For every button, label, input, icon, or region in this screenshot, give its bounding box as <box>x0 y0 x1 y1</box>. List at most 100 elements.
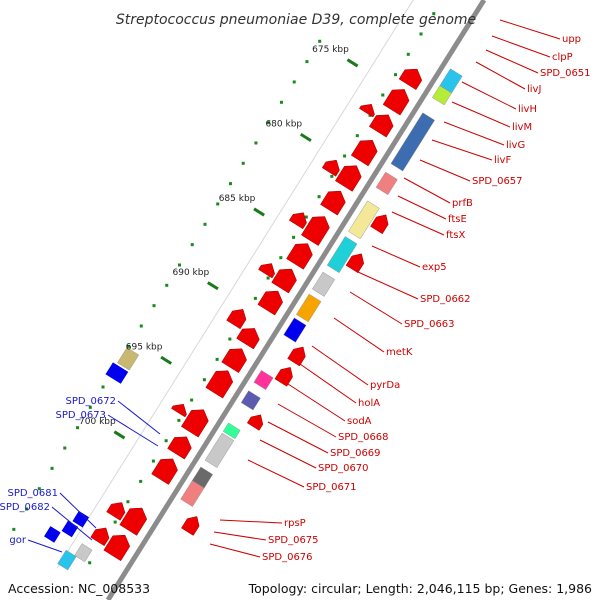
gc-dot <box>318 39 322 43</box>
backbone-line <box>105 0 487 600</box>
label-leader-line <box>117 400 161 435</box>
gene-label: SPD_0672 <box>65 396 116 407</box>
forward-gene-arrow <box>271 268 297 294</box>
label-leader-line <box>107 414 159 447</box>
forward-gene-arrow <box>301 216 330 246</box>
gc-dot <box>12 527 16 531</box>
gc-dot <box>203 222 207 226</box>
label-leader-line <box>59 492 97 529</box>
gene-box-left <box>57 549 77 571</box>
forward-gene-arrow <box>181 516 200 536</box>
gene-label: prfB <box>452 198 473 209</box>
map-title: Streptococcus pneumoniae D39, complete g… <box>116 12 476 28</box>
gene-box-left <box>74 543 93 563</box>
gene-label: SPD_0662 <box>420 294 471 305</box>
forward-gene-arrow <box>321 159 340 177</box>
scale-tick-label: 695 kbp <box>126 342 163 352</box>
scale-tick <box>346 58 359 68</box>
scale-tick-label: 690 kbp <box>173 268 210 278</box>
backbone-track <box>56 0 487 600</box>
gc-dot <box>165 283 169 287</box>
reverse-gene-arrow <box>61 520 79 538</box>
gene-box <box>240 390 261 411</box>
forward-gene-arrow <box>398 68 423 91</box>
label-leader-line <box>491 35 551 58</box>
label-leader-line <box>475 61 526 90</box>
reverse-gene-arrow <box>44 526 61 543</box>
gene-box <box>204 432 235 468</box>
gene-label: SPD_0657 <box>472 176 523 187</box>
forward-gene-arrow <box>287 346 306 367</box>
gc-dot <box>76 426 80 430</box>
scale-tick-label: 680 kbp <box>265 120 302 130</box>
gc-dot <box>139 479 143 483</box>
forward-gene-arrow <box>258 263 275 279</box>
forward-gene-arrow <box>106 502 126 521</box>
label-leader-line <box>397 195 447 220</box>
gene-label: SPD_0675 <box>268 535 319 546</box>
forward-gene-arrow <box>345 253 365 274</box>
label-leader-line <box>443 121 505 146</box>
gene-label: SPD_0673 <box>55 410 106 421</box>
label-leader-line <box>299 363 357 404</box>
gc-dot <box>228 182 232 186</box>
gene-label: sodA <box>347 416 372 427</box>
gene-label: clpP <box>552 52 573 63</box>
gene-label: SPD_0668 <box>338 432 389 443</box>
gene-box <box>283 317 307 343</box>
scale-tick <box>113 430 126 440</box>
gc-dot <box>202 378 206 382</box>
forward-gene-arrow <box>274 367 293 387</box>
gene-label: SPD_0670 <box>318 463 369 474</box>
gc-dot <box>266 276 270 280</box>
scale-tick-label: 700 kbp <box>79 417 116 427</box>
gene-label: rpsP <box>284 518 306 529</box>
gene-label: SPD_0682 <box>0 502 50 513</box>
gc-dot <box>267 121 271 125</box>
gene-label: SPD_0651 <box>540 68 591 79</box>
label-leader-line <box>419 159 471 182</box>
label-leader-line <box>403 177 451 204</box>
scale-tick <box>253 207 265 217</box>
gc-dot <box>190 243 194 247</box>
label-leader-line <box>277 403 337 438</box>
gene-label: SPD_0671 <box>306 482 357 493</box>
forward-gene-arrow <box>334 165 362 192</box>
label-leader-line <box>287 383 346 422</box>
label-leader-line <box>333 317 385 353</box>
gc-dot <box>126 500 130 504</box>
label-leader-line <box>267 421 329 454</box>
gc-dot <box>164 439 168 443</box>
forward-gene-arrow <box>382 89 410 116</box>
scale-tick <box>207 281 219 291</box>
reverse-gene-arrow <box>105 362 129 384</box>
gene-box-left <box>117 347 140 371</box>
gene-label: holA <box>358 398 380 409</box>
gene-label: ftsX <box>446 230 465 241</box>
gc-dot <box>88 405 92 409</box>
gc-dot <box>253 296 257 300</box>
scale-tick-label: 685 kbp <box>219 194 256 204</box>
forward-gene-arrow <box>226 309 247 330</box>
gene-label: gor <box>9 535 26 546</box>
label-leaders <box>27 19 561 558</box>
forward-gene-arrow <box>205 370 234 399</box>
gc-dot <box>228 337 232 341</box>
gene-label: livG <box>506 140 525 151</box>
gc-dot <box>101 385 105 389</box>
forward-gene-arrow <box>119 507 148 536</box>
gc-dot <box>419 32 423 36</box>
gc-dot <box>241 161 245 165</box>
gene-label: livF <box>494 155 511 166</box>
gc-dot <box>292 80 296 84</box>
forward-gene-arrow <box>90 527 110 547</box>
gene-box <box>326 236 358 274</box>
forward-gene-arrow <box>286 243 313 270</box>
scale-tick <box>160 355 173 365</box>
gc-dot <box>50 466 54 470</box>
gc-dot <box>37 487 41 491</box>
gc-dot <box>432 12 436 16</box>
outer-track-line <box>56 0 414 569</box>
